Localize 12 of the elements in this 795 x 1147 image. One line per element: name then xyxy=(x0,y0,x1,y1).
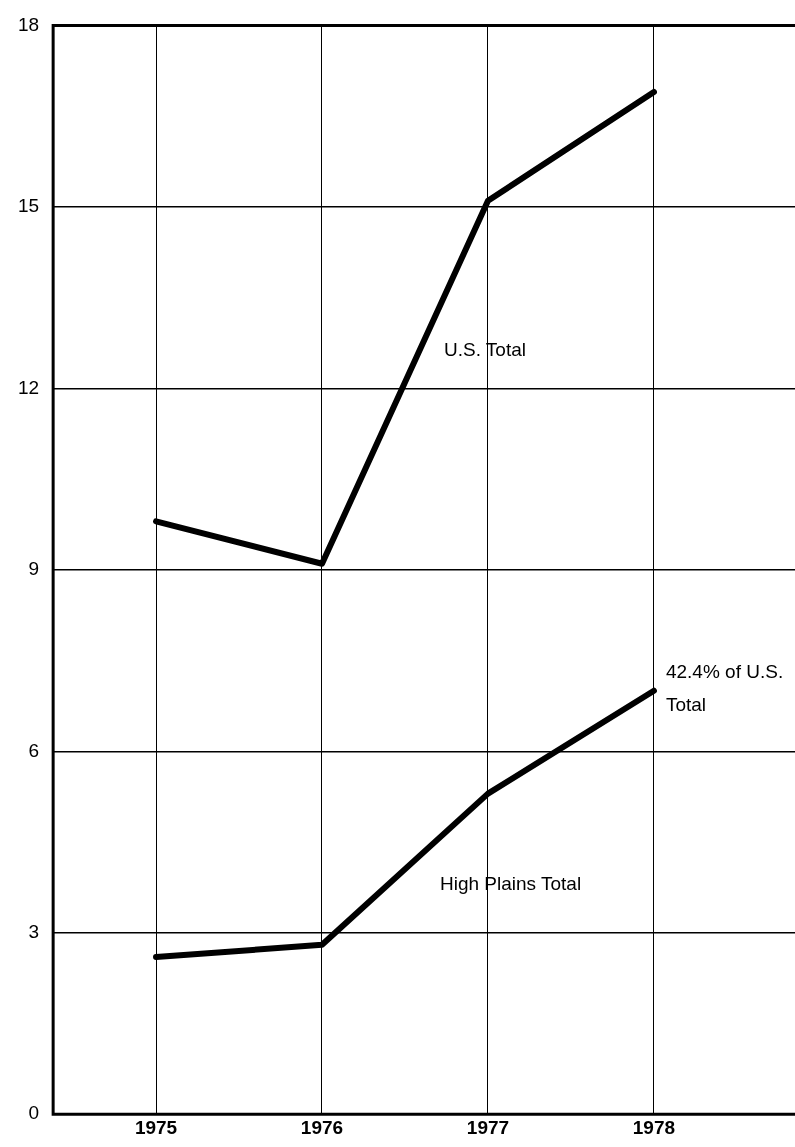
y-tick-label: 18 xyxy=(17,13,40,35)
y-tick-label: 3 xyxy=(28,920,40,942)
x-tick-label: 1975 xyxy=(134,1116,178,1138)
y-tick-label: 12 xyxy=(17,376,40,398)
y-tick-label: 6 xyxy=(28,739,40,761)
x-tick-label: 1977 xyxy=(466,1116,510,1138)
x-tick-label: 1978 xyxy=(632,1116,676,1138)
y-tick-label: 15 xyxy=(17,195,40,217)
y-tick-label: 0 xyxy=(28,1102,40,1124)
y-tick-label: 9 xyxy=(28,558,40,580)
x-tick-label: 1976 xyxy=(300,1116,344,1138)
annotation: 42.4% of U.S. Total xyxy=(665,661,784,716)
